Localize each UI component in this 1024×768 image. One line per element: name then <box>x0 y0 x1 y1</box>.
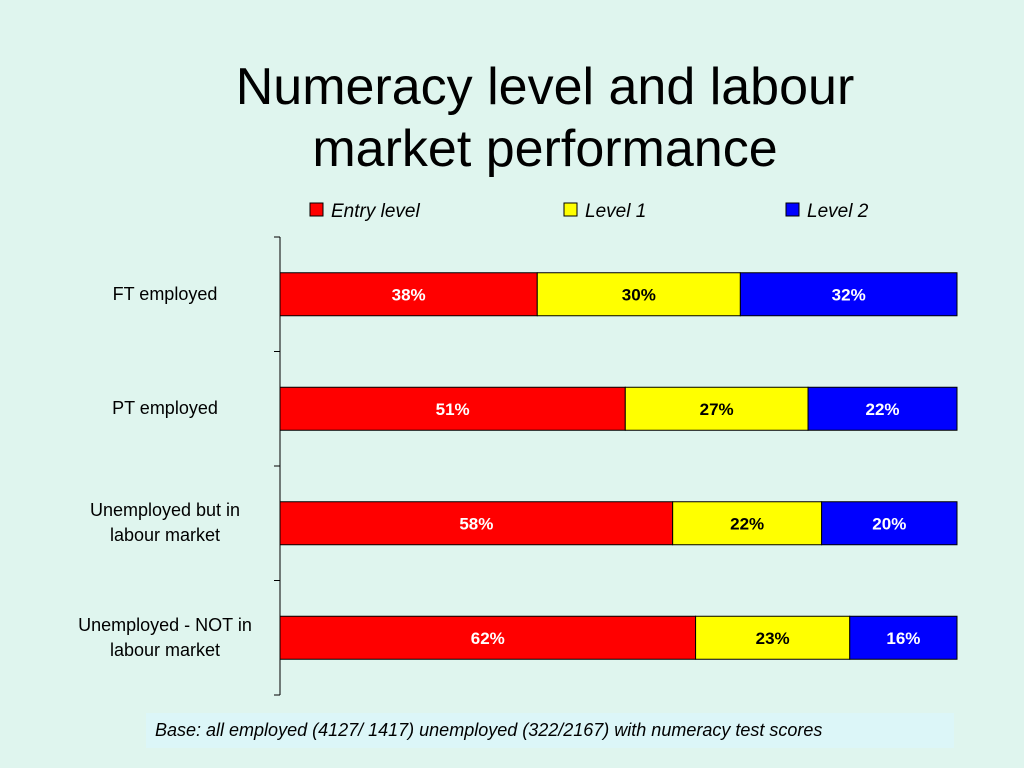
stacked-bar-chart: Entry level Level 1 Level 2 38% 30% 32% 51% 27… <box>274 201 958 696</box>
bar-segment <box>279 272 538 317</box>
bar-segment <box>672 501 823 546</box>
legend-swatch <box>563 202 578 217</box>
category-label: Unemployed but in labour market <box>89 500 241 546</box>
data-label: 32% <box>832 285 866 304</box>
data-label: 30% <box>622 285 656 304</box>
bar-segment <box>821 501 958 546</box>
legend-label: Level 2 <box>807 201 869 222</box>
legend-label: Level 1 <box>585 201 646 222</box>
bar-segment <box>739 272 958 317</box>
footnote: Base: all employed (4127/ 1417) unemploy… <box>146 713 954 748</box>
bar-segment <box>536 272 741 317</box>
bar-segment <box>849 615 958 660</box>
bar-segment <box>807 386 958 431</box>
category-label: FT employed <box>112 283 218 304</box>
bar-segment <box>279 615 697 660</box>
data-label: 20% <box>872 514 906 533</box>
category-label: PT employed <box>112 398 218 419</box>
data-label: 51% <box>436 400 470 419</box>
bar-segment <box>695 615 851 660</box>
data-label: 23% <box>756 629 790 648</box>
data-label: 58% <box>459 514 493 533</box>
bars: 38% 30% 32% 51% 27% 22% 58% 22% 20% 62% 23% 16% <box>279 272 958 660</box>
data-label: 38% <box>392 285 426 304</box>
data-label: 22% <box>866 400 900 419</box>
legend-label: Entry level <box>331 201 420 222</box>
legend: Entry level Level 1 Level 2 <box>309 201 869 222</box>
bar-segment <box>279 501 674 546</box>
legend-swatch <box>309 202 324 217</box>
chart-title: Numeracy level and labour market perform… <box>235 58 855 178</box>
data-label: 16% <box>886 629 920 648</box>
data-label: 62% <box>471 629 505 648</box>
data-label: 22% <box>730 514 764 533</box>
data-label: 27% <box>700 400 734 419</box>
category-label: Unemployed - NOT in labour market <box>78 614 252 660</box>
bar-segment <box>279 386 626 431</box>
legend-swatch <box>785 202 800 217</box>
